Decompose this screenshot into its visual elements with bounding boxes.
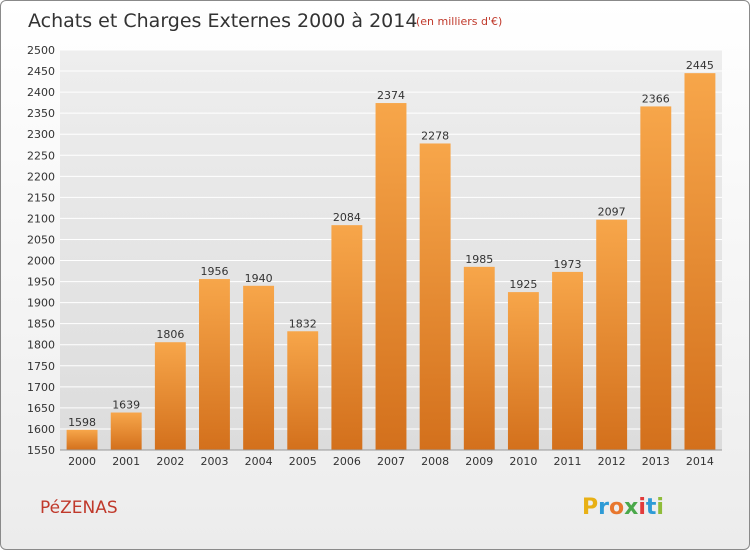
bar-2010 [507,292,539,450]
y-tick-label: 2250 [27,149,55,162]
bar-2012 [596,219,628,450]
chart-unit: (en milliers d'€) [416,15,502,28]
y-tick-label: 1600 [27,423,55,436]
y-tick-label: 1650 [27,402,55,415]
y-tick-label: 1900 [27,297,55,310]
x-tick-label: 2008 [421,455,449,468]
logo-letter: o [609,495,624,520]
logo-letter: i [638,495,646,520]
logo-letter: i [656,495,664,520]
y-axis: 1550 1600 1650 1700 1750 1800 1850 1900 1950 2000… [27,44,55,457]
logo-letter: P [582,495,598,520]
bar-value-label: 1956 [200,265,228,278]
bar-2008 [419,143,451,450]
y-tick-label: 1550 [27,444,55,457]
y-tick-label: 1700 [27,381,55,394]
bar-2000 [66,429,98,450]
y-tick-label: 2100 [27,212,55,225]
bar-value-label: 1973 [554,258,582,271]
x-tick-label: 2005 [289,455,317,468]
bar-value-label: 2374 [377,89,405,102]
bar-2013 [640,106,672,450]
x-tick-label: 2006 [333,455,361,468]
x-tick-label: 2000 [68,455,96,468]
bar-2004 [243,285,275,450]
y-tick-label: 2150 [27,191,55,204]
x-tick-label: 2009 [465,455,493,468]
y-tick-label: 2500 [27,44,55,57]
logo-letter: t [646,495,657,520]
y-tick-label: 2200 [27,170,55,183]
x-tick-label: 2001 [112,455,140,468]
bar-2001 [110,412,142,450]
x-tick-label: 2014 [686,455,714,468]
bar-2009 [463,266,495,450]
bar-value-label: 2084 [333,211,361,224]
bar-value-label: 1639 [112,399,140,412]
y-tick-label: 2300 [27,128,55,141]
y-tick-label: 1800 [27,339,55,352]
bar-2002 [154,342,186,450]
y-tick-label: 1850 [27,318,55,331]
x-tick-label: 2002 [156,455,184,468]
x-tick-label: 2011 [554,455,582,468]
bar-2007 [375,103,407,450]
bar-value-label: 1806 [156,328,184,341]
bar-2014 [684,73,716,450]
city-name: PéZENAS [40,498,118,518]
x-tick-label: 2004 [245,455,273,468]
bar-2005 [287,331,319,450]
proxiti-logo: Proxiti [582,495,664,520]
bar-value-label: 1985 [465,253,493,266]
logo-letter: x [624,495,638,520]
y-tick-label: 2050 [27,233,55,246]
y-tick-label: 2350 [27,107,55,120]
x-axis: 2000 2001 2002 2003 2004 2005 2006 2007 2008 2009… [68,455,714,468]
x-tick-label: 2012 [598,455,626,468]
y-tick-label: 2000 [27,255,55,268]
bar-value-label: 1940 [245,272,273,285]
logo-letter: r [598,495,609,520]
bar-2003 [199,279,230,450]
x-tick-label: 2013 [642,455,670,468]
y-tick-label: 2400 [27,86,55,99]
bar-value-label: 2097 [598,206,626,219]
bar-value-label: 2366 [642,92,670,105]
x-tick-label: 2010 [509,455,537,468]
bar-2006 [331,225,363,450]
bar-value-label: 2445 [686,59,714,72]
y-tick-label: 1750 [27,360,55,373]
bar-value-label: 2278 [421,129,449,142]
bars: 1598 1639 1806 1956 1940 1832 2084 2374 2278 1985… [66,59,716,450]
bar-value-label: 1925 [509,278,537,291]
x-tick-label: 2003 [200,455,228,468]
x-tick-label: 2007 [377,455,405,468]
bar-value-label: 1832 [289,317,317,330]
bar-2011 [552,271,583,450]
bar-value-label: 1598 [68,416,96,429]
chart-title: Achats et Charges Externes 2000 à 2014 [28,10,417,32]
y-tick-label: 2450 [27,65,55,78]
y-tick-label: 1950 [27,276,55,289]
